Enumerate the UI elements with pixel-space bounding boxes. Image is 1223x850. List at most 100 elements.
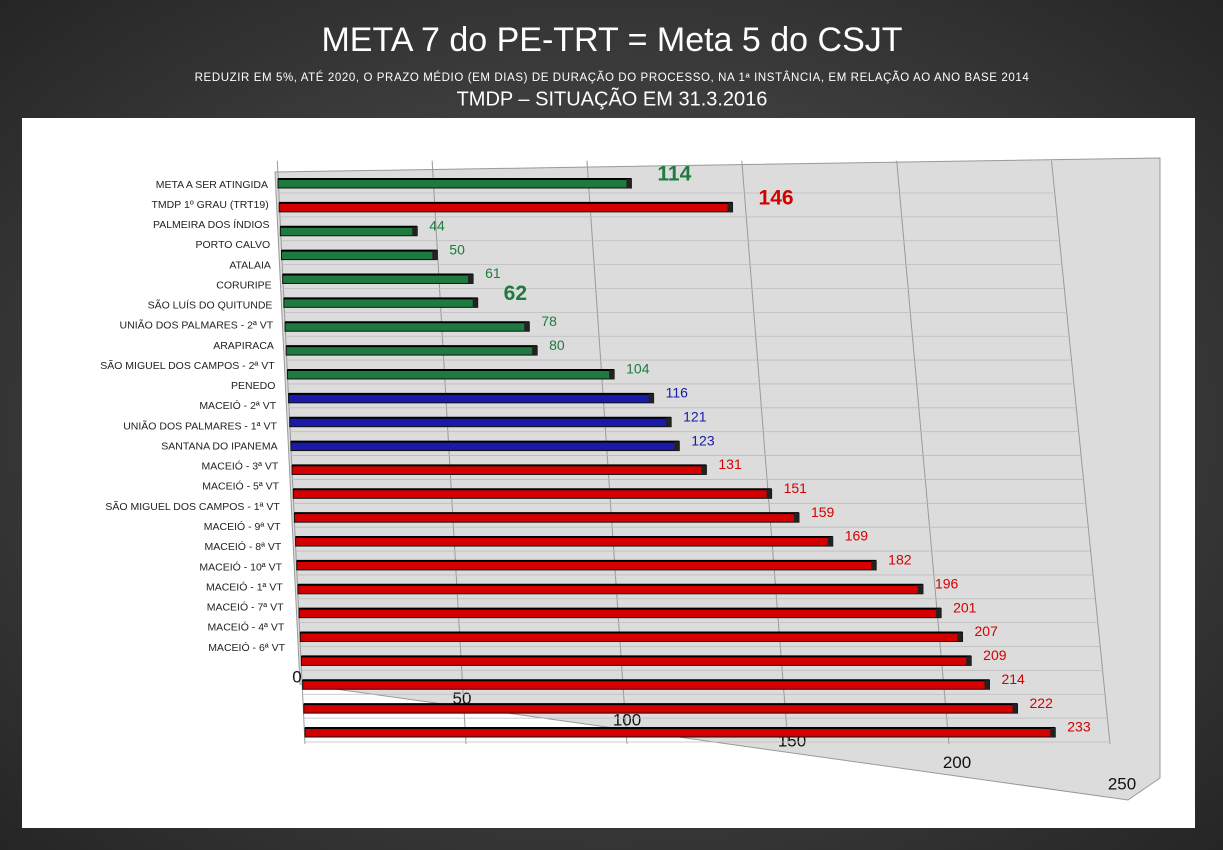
bar-cap (727, 202, 733, 212)
bar-cap (472, 298, 478, 308)
bar (298, 608, 942, 619)
bar-cap (871, 560, 877, 570)
y-tick-label: MACEIÓ - 4ª VT (207, 621, 284, 634)
y-tick-label: SÃO MIGUEL DOS CAMPOS - 2ª VT (100, 359, 275, 372)
y-tick-label: MACEIÓ - 1ª VT (206, 580, 283, 593)
y-tick-label: CORURIPE (216, 279, 271, 291)
bar (286, 369, 615, 380)
y-tick-label: TMDP 1º GRAU (TRT19) (152, 199, 269, 211)
bar (292, 488, 773, 499)
bar (289, 417, 672, 428)
bar (279, 226, 418, 237)
bar (283, 297, 479, 308)
y-tick-label: MACEIÓ - 8ª VT (204, 540, 281, 553)
bar-cap (609, 369, 615, 379)
chart-subtitle: TMDP – SITUAÇÃO EM 31.3.2016 (457, 86, 768, 110)
data-label: 123 (691, 432, 715, 448)
bar-cap (766, 489, 772, 499)
bar-cap (966, 656, 972, 666)
bar (288, 393, 655, 404)
bar (281, 250, 438, 261)
x-tick-label: 250 (1108, 774, 1136, 793)
bar (293, 512, 800, 523)
bar (284, 321, 530, 332)
bar-cap (412, 226, 418, 236)
data-label: 44 (429, 217, 445, 233)
data-label: 114 (657, 163, 691, 186)
data-label: 116 (666, 385, 689, 401)
chart-subtitle: REDUZIR EM 5%, ATÉ 2020, O PRAZO MÉDIO (… (195, 71, 1030, 84)
bar-cap (701, 465, 707, 475)
bar (302, 679, 990, 690)
data-label: 78 (541, 313, 557, 329)
chart-title: META 7 do PE-TRT = Meta 5 do CSJT (321, 21, 902, 59)
data-label: 104 (626, 361, 650, 377)
bar (299, 632, 964, 643)
bar (290, 441, 680, 452)
bar-cap (1050, 728, 1056, 737)
y-tick-label: PALMEIRA DOS ÍNDIOS (153, 218, 270, 231)
data-label: 182 (888, 552, 912, 568)
y-tick-label: META A SER ATINGIDA (156, 179, 268, 191)
bar-cap (1012, 704, 1018, 714)
y-tick-label: MACEIÓ - 10ª VT (199, 560, 282, 573)
y-tick-label: MACEIÓ - 6ª VT (208, 641, 285, 654)
bar (291, 464, 707, 475)
bar (295, 536, 834, 547)
grid-line (1051, 160, 1111, 745)
x-tick-label: 100 (613, 710, 641, 729)
bar (285, 345, 538, 356)
data-label: 146 (759, 186, 794, 209)
data-label: 50 (449, 241, 465, 257)
data-label: 214 (1001, 671, 1025, 687)
data-label: 209 (983, 647, 1007, 663)
bar-cap (793, 513, 799, 523)
data-label: 207 (975, 623, 999, 639)
bar (300, 655, 972, 666)
bar-cap (674, 441, 680, 451)
bar-cap (432, 250, 438, 260)
bar-cap (957, 632, 963, 642)
bar-cap (468, 274, 474, 284)
data-label: 222 (1030, 695, 1054, 711)
bar-cap (917, 584, 923, 594)
y-tick-label: UNIÃO DOS PALMARES - 2ª VT (120, 319, 274, 332)
bar-cap (532, 346, 538, 356)
bar (277, 178, 632, 189)
data-label: 201 (953, 599, 977, 615)
bar (296, 560, 877, 571)
data-label: 151 (784, 480, 808, 496)
y-tick-label: SANTANA DO IPANEMA (161, 440, 277, 452)
y-tick-label: MACEIÓ - 3ª VT (202, 460, 279, 473)
bar-cap (936, 608, 942, 618)
y-tick-label: MACEIÓ - 7ª VT (207, 601, 284, 614)
y-tick-label: MACEIÓ - 2ª VT (199, 399, 276, 412)
bar (278, 202, 734, 213)
y-tick-label: MACEIÓ - 5ª VT (202, 480, 279, 493)
y-tick-label: ARAPIRACA (213, 340, 274, 352)
bar (282, 273, 474, 284)
data-label: 196 (935, 575, 959, 591)
bar (297, 584, 924, 595)
data-label: 80 (549, 337, 565, 353)
bar-cap (666, 417, 672, 427)
bar-cap (827, 537, 833, 547)
y-tick-label: SÃO LUÍS DO QUITUNDE (148, 299, 273, 312)
data-label: 131 (718, 456, 742, 472)
y-tick-label: ATALAIA (229, 259, 271, 271)
data-label: 121 (683, 408, 707, 424)
data-label: 159 (811, 504, 835, 520)
data-label: 62 (504, 282, 527, 305)
bar (304, 727, 1056, 738)
data-label: 169 (845, 528, 869, 544)
data-label: 61 (485, 265, 501, 281)
bar-cap (524, 322, 530, 332)
y-tick-label: MACEIÓ - 9ª VT (204, 520, 281, 533)
y-tick-label: SÃO MIGUEL DOS CAMPOS - 1ª VT (105, 500, 280, 513)
bar-cap (984, 680, 990, 690)
y-tick-label: UNIÃO DOS PALMARES - 1ª VT (123, 419, 277, 432)
bar (303, 703, 1019, 714)
y-tick-label: PORTO CALVO (196, 239, 271, 251)
y-tick-label: PENEDO (231, 380, 275, 392)
